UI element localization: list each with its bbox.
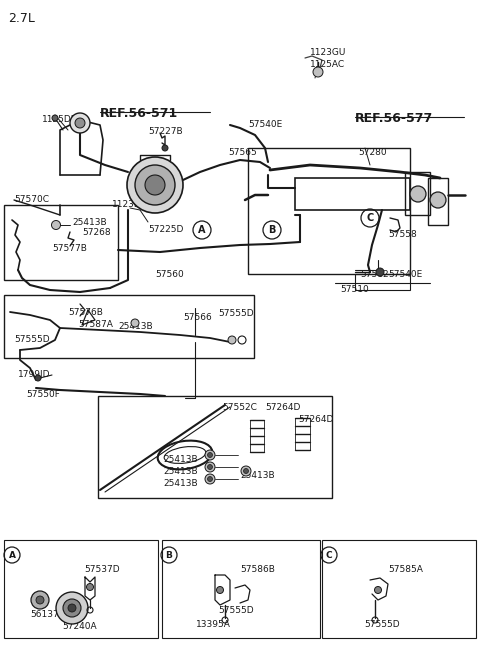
Circle shape	[135, 165, 175, 205]
Bar	[4, 205, 118, 280]
Text: 57565: 57565	[228, 148, 257, 157]
Text: 57264D: 57264D	[265, 403, 300, 412]
Circle shape	[241, 466, 251, 476]
Text: 13395A: 13395A	[196, 620, 231, 629]
Text: 57555D: 57555D	[14, 335, 49, 344]
Text: 25413B: 25413B	[163, 479, 198, 488]
Circle shape	[205, 450, 215, 460]
Circle shape	[243, 468, 249, 474]
Text: 1125DF: 1125DF	[42, 115, 77, 124]
Circle shape	[70, 113, 90, 133]
Bar	[322, 540, 476, 638]
Text: 57560: 57560	[155, 270, 184, 279]
Text: 57540E: 57540E	[248, 120, 282, 129]
Circle shape	[131, 319, 139, 327]
Text: 57555D: 57555D	[218, 606, 253, 615]
Text: 57558: 57558	[388, 230, 417, 239]
Text: 57280: 57280	[358, 148, 386, 157]
Circle shape	[52, 115, 58, 121]
Circle shape	[228, 336, 236, 344]
Circle shape	[63, 599, 81, 617]
Text: 57577B: 57577B	[52, 244, 87, 253]
Circle shape	[376, 268, 384, 276]
Bar	[4, 295, 254, 358]
Circle shape	[313, 67, 323, 77]
Bar	[4, 540, 158, 638]
Text: C: C	[326, 550, 332, 559]
Text: REF.56-571: REF.56-571	[100, 107, 178, 120]
Text: 57585A: 57585A	[388, 565, 423, 574]
Bar	[248, 148, 410, 274]
Text: 1799JD: 1799JD	[18, 370, 50, 379]
Text: 57268: 57268	[82, 228, 110, 237]
Text: 57240A: 57240A	[62, 622, 96, 631]
Circle shape	[238, 336, 246, 344]
Bar	[405, 172, 430, 215]
Text: 25413B: 25413B	[240, 471, 275, 480]
Text: 57264D: 57264D	[298, 415, 334, 424]
Bar	[428, 178, 448, 225]
Text: 57225D: 57225D	[148, 225, 183, 234]
Bar	[98, 396, 332, 498]
Circle shape	[127, 157, 183, 213]
Text: 57550F: 57550F	[26, 390, 60, 399]
Circle shape	[216, 586, 224, 593]
Text: B: B	[268, 225, 276, 235]
Text: 25413B: 25413B	[72, 218, 107, 227]
Circle shape	[410, 186, 426, 202]
Circle shape	[162, 145, 168, 151]
Text: A: A	[198, 225, 206, 235]
Circle shape	[205, 462, 215, 472]
Circle shape	[35, 375, 41, 381]
Circle shape	[207, 464, 213, 470]
Circle shape	[51, 221, 60, 229]
Text: 57540E: 57540E	[388, 270, 422, 279]
Text: 1123GU: 1123GU	[310, 48, 347, 57]
Text: 57227B: 57227B	[148, 127, 182, 136]
Circle shape	[86, 584, 94, 591]
Circle shape	[75, 118, 85, 128]
Text: 25413B: 25413B	[163, 455, 198, 464]
Bar	[162, 540, 320, 638]
Text: 57586B: 57586B	[240, 565, 275, 574]
Circle shape	[36, 596, 44, 604]
Text: 57566: 57566	[183, 313, 212, 322]
Text: 1123LK: 1123LK	[112, 200, 146, 209]
Text: 25413B: 25413B	[118, 322, 153, 331]
Text: 1125AC: 1125AC	[310, 60, 345, 69]
Circle shape	[430, 192, 446, 208]
Text: 56137A: 56137A	[30, 610, 65, 619]
Text: 57510: 57510	[340, 285, 369, 294]
Text: B: B	[166, 550, 172, 559]
Text: 57552C: 57552C	[222, 403, 257, 412]
Circle shape	[207, 476, 213, 481]
Text: 57555D: 57555D	[364, 620, 400, 629]
Text: 57570C: 57570C	[14, 195, 49, 204]
Text: REF.56-577: REF.56-577	[355, 112, 433, 125]
Text: 2.7L: 2.7L	[8, 12, 35, 25]
Circle shape	[205, 474, 215, 484]
Bar	[355, 274, 410, 290]
Circle shape	[68, 604, 76, 612]
Text: 57537D: 57537D	[84, 565, 120, 574]
Circle shape	[145, 175, 165, 195]
Text: C: C	[366, 213, 373, 223]
Circle shape	[56, 592, 88, 624]
Circle shape	[374, 586, 382, 593]
Text: 57587A: 57587A	[78, 320, 113, 329]
Circle shape	[31, 591, 49, 609]
Text: 25413B: 25413B	[163, 467, 198, 476]
Bar	[295, 178, 410, 210]
Text: 57555D: 57555D	[218, 309, 253, 318]
Text: 57576B: 57576B	[68, 308, 103, 317]
Circle shape	[207, 453, 213, 457]
Text: A: A	[9, 550, 15, 559]
Text: 57512: 57512	[360, 270, 389, 279]
